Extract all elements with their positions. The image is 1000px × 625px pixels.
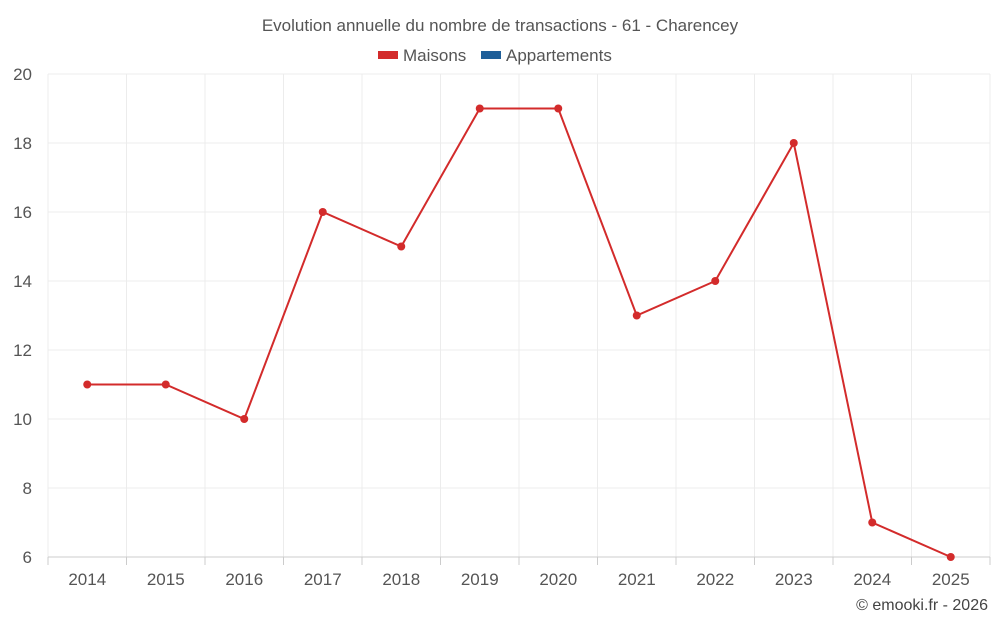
x-tick-label: 2020 [539,570,577,589]
data-point-maisons-2024[interactable] [868,518,877,527]
data-point-maisons-2023[interactable] [789,139,798,147]
legend: Maisons Appartements [378,46,612,65]
chart-title: Evolution annuelle du nombre de transact… [262,16,739,35]
legend-label-appartements: Appartements [506,46,612,65]
x-tick-label: 2019 [461,570,499,589]
y-tick-label: 6 [23,548,32,567]
axes: 6 8 10 12 14 16 18 20 2014 2015 2016 2017 2018 2019 20… [13,65,991,589]
y-tick-label: 16 [13,203,32,222]
y-tick-label: 12 [13,341,32,360]
x-tick-label: 2018 [382,570,420,589]
x-tick-label: 2016 [225,570,263,589]
legend-label-maisons: Maisons [403,46,466,65]
data-point-maisons-2022[interactable] [711,277,720,285]
data-point-maisons-2014[interactable] [83,380,92,389]
data-point-maisons-2015[interactable] [161,380,170,389]
data-point-maisons-2018[interactable] [397,242,406,251]
x-tick-label: 2015 [147,570,185,589]
x-tick-label: 2017 [304,570,342,589]
y-tick-label: 14 [13,272,32,291]
series-line-maisons [87,107,952,558]
x-tick-label: 2023 [775,570,813,589]
series-maisons [83,104,955,561]
data-point-maisons-2019[interactable] [475,104,484,113]
grid [47,73,991,557]
data-point-maisons-2016[interactable] [240,415,249,423]
credit-text: © emooki.fr - 2026 [856,597,988,614]
x-tick-label: 2025 [932,570,970,589]
data-point-maisons-2021[interactable] [632,311,641,320]
x-tick-label: 2021 [618,570,656,589]
legend-item-appartements[interactable]: Appartements [481,46,612,65]
y-tick-label: 18 [13,134,32,153]
x-tick-label: 2014 [68,570,106,589]
legend-item-maisons[interactable]: Maisons [378,46,466,65]
legend-swatch-appartements [481,51,501,59]
x-tick-label: 2024 [853,570,891,589]
y-tick-label: 20 [13,65,32,84]
y-tick-label: 10 [13,410,32,429]
x-tick-label: 2022 [696,570,734,589]
data-point-maisons-2020[interactable] [554,104,563,113]
data-point-maisons-2025[interactable] [946,553,955,561]
data-point-maisons-2017[interactable] [318,208,327,216]
legend-swatch-maisons [378,51,398,59]
y-tick-label: 8 [23,479,32,498]
